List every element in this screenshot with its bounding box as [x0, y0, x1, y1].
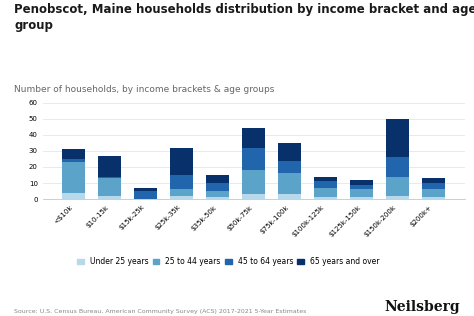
Bar: [422, 190, 446, 198]
Bar: [350, 190, 374, 198]
Bar: [314, 188, 337, 198]
Bar: [206, 191, 229, 198]
Bar: [386, 157, 410, 177]
Bar: [170, 196, 193, 199]
Bar: [314, 181, 337, 188]
Bar: [278, 161, 301, 173]
Bar: [206, 175, 229, 183]
Text: Source: U.S. Census Bureau, American Community Survey (ACS) 2017-2021 5-Year Est: Source: U.S. Census Bureau, American Com…: [14, 309, 307, 314]
Bar: [170, 175, 193, 190]
Bar: [350, 185, 374, 190]
Bar: [98, 156, 121, 177]
Bar: [62, 193, 85, 199]
Bar: [242, 129, 265, 148]
Bar: [134, 191, 157, 199]
Bar: [386, 196, 410, 199]
Bar: [134, 188, 157, 191]
Bar: [350, 180, 374, 185]
Bar: [62, 149, 85, 159]
Bar: [242, 170, 265, 194]
Legend: Under 25 years, 25 to 44 years, 45 to 64 years, 65 years and over: Under 25 years, 25 to 44 years, 45 to 64…: [77, 257, 380, 266]
Text: Neilsberg: Neilsberg: [384, 301, 460, 314]
Bar: [98, 177, 121, 178]
Bar: [422, 183, 446, 190]
Bar: [386, 119, 410, 157]
Bar: [422, 198, 446, 199]
Bar: [206, 198, 229, 199]
Bar: [314, 177, 337, 181]
Bar: [62, 162, 85, 193]
Bar: [206, 183, 229, 191]
Bar: [422, 178, 446, 183]
Text: Number of households, by income brackets & age groups: Number of households, by income brackets…: [14, 85, 274, 94]
Bar: [314, 198, 337, 199]
Bar: [278, 173, 301, 194]
Bar: [350, 198, 374, 199]
Bar: [278, 143, 301, 161]
Bar: [278, 194, 301, 199]
Bar: [98, 178, 121, 196]
Bar: [170, 148, 193, 175]
Bar: [242, 194, 265, 199]
Bar: [62, 159, 85, 162]
Bar: [98, 196, 121, 199]
Bar: [170, 190, 193, 196]
Bar: [386, 177, 410, 196]
Text: Penobscot, Maine households distribution by income bracket and age
group: Penobscot, Maine households distribution…: [14, 3, 474, 32]
Bar: [242, 148, 265, 170]
